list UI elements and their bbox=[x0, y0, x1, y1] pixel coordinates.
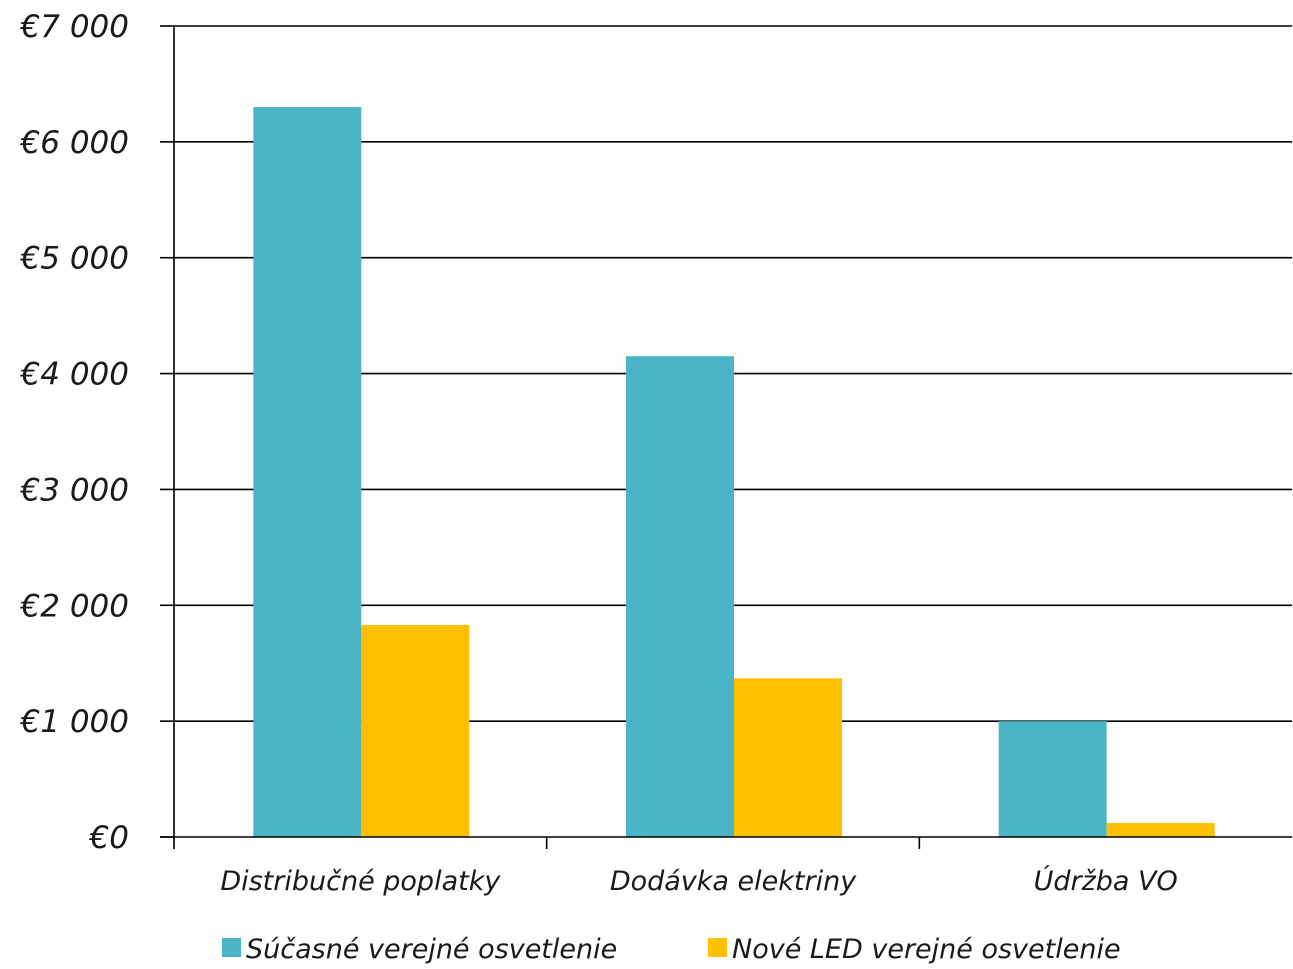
legend: Súčasné verejné osvetlenie Nové LED verej… bbox=[222, 934, 1121, 965]
bar-current bbox=[253, 107, 362, 838]
bar-current bbox=[626, 356, 734, 837]
bar-led bbox=[361, 624, 470, 837]
bars bbox=[253, 107, 1215, 838]
axes bbox=[160, 26, 1292, 849]
y-tick-label: €6 000 bbox=[20, 125, 129, 161]
x-category-label: Distribučné poplatky bbox=[220, 866, 501, 897]
legend-swatch bbox=[222, 938, 241, 957]
x-category-label: Dodávka elektriny bbox=[610, 866, 857, 897]
legend-label: Súčasné verejné osvetlenie bbox=[246, 934, 617, 965]
y-tick-label: €0 bbox=[89, 820, 129, 856]
x-category-label: Údržba VO bbox=[1034, 865, 1178, 897]
y-tick-label: €4 000 bbox=[20, 357, 129, 393]
y-axis-ticks: €0 €1 000 €2 000 €3 000 €4 000 €5 000 €6 000 €7… bbox=[20, 9, 174, 856]
legend-swatch bbox=[708, 938, 727, 957]
y-tick-label: €3 000 bbox=[20, 472, 129, 508]
bar-led bbox=[734, 678, 842, 837]
bar-led bbox=[1106, 823, 1215, 837]
y-tick-label: €1 000 bbox=[20, 704, 129, 740]
legend-label: Nové LED verejné osvetlenie bbox=[732, 934, 1121, 965]
y-tick-label: €5 000 bbox=[20, 241, 129, 277]
x-axis-categories: Distribučné poplatky Dodávka elektriny Údr… bbox=[220, 865, 1177, 897]
bar-current bbox=[998, 721, 1107, 837]
y-tick-label: €2 000 bbox=[20, 588, 129, 624]
y-tick-label: €7 000 bbox=[20, 9, 129, 45]
